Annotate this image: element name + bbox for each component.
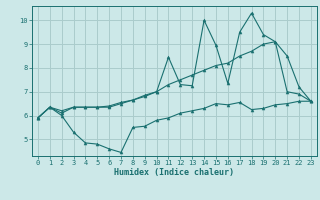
X-axis label: Humidex (Indice chaleur): Humidex (Indice chaleur): [115, 168, 234, 177]
